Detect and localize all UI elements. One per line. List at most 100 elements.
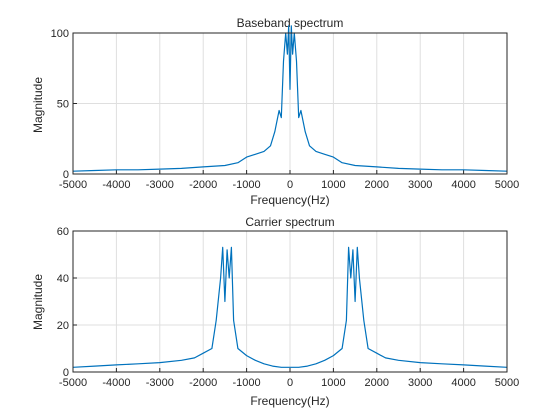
- carrier-data-point: [289, 367, 290, 368]
- carrier-data-point: [357, 247, 358, 248]
- baseband-data-point: [376, 166, 377, 167]
- carrier-data-point: [398, 360, 399, 361]
- carrier-data-point: [315, 363, 316, 364]
- carrier-data-point: [385, 357, 386, 358]
- baseband-xtick-label: -5000: [59, 179, 87, 191]
- carrier-data-point: [138, 363, 139, 364]
- carrier-data-point: [233, 320, 234, 321]
- carrier-xtick-label: 1000: [321, 377, 345, 389]
- carrier-data-point: [376, 353, 377, 354]
- baseband-data-point: [263, 151, 264, 152]
- baseband-data-point: [398, 168, 399, 169]
- carrier-data-point: [227, 249, 228, 250]
- baseband-data-point: [138, 169, 139, 170]
- baseband-data-point: [94, 170, 95, 171]
- carrier-data-point: [350, 277, 351, 278]
- baseband-xtick-label: -1000: [233, 179, 261, 191]
- carrier-data-point: [229, 277, 230, 278]
- carrier-data-point: [211, 348, 212, 349]
- carrier-data-point: [194, 357, 195, 358]
- carrier-xtick-label: 4000: [451, 377, 475, 389]
- carrier-xtick-label: -2000: [189, 377, 217, 389]
- baseband-data-point: [289, 89, 290, 90]
- carrier-data-point: [346, 320, 347, 321]
- baseband-data-point: [342, 162, 343, 163]
- baseband-data-point: [324, 154, 325, 155]
- carrier-ylabel: Magnitude: [31, 274, 45, 330]
- baseband-xtick-label: 0: [287, 179, 293, 191]
- baseband-data-point: [159, 169, 160, 170]
- baseband-data-point: [224, 165, 225, 166]
- carrier-data-point: [368, 348, 369, 349]
- baseband-data-point: [305, 131, 306, 132]
- baseband-data-point: [274, 131, 275, 132]
- baseband-data-point: [441, 169, 442, 170]
- baseband-data-point: [291, 25, 292, 26]
- carrier-ytick-label: 20: [57, 320, 69, 332]
- carrier-xtick-label: -1000: [233, 377, 261, 389]
- carrier-data-point: [342, 348, 343, 349]
- baseband-data-point: [116, 169, 117, 170]
- baseband-xtick-label: 1000: [321, 179, 345, 191]
- baseband-data-point: [287, 54, 288, 55]
- baseband-ytick-label: 100: [51, 28, 69, 40]
- baseband-data-point: [296, 61, 297, 62]
- carrier-xtick-label: 3000: [408, 377, 432, 389]
- carrier-ytick-label: 40: [57, 273, 69, 285]
- baseband-data-point: [279, 110, 280, 111]
- baseband-data-point: [181, 168, 182, 169]
- carrier-data-point: [485, 366, 486, 367]
- carrier-data-point: [298, 367, 299, 368]
- carrier-data-point: [116, 364, 117, 365]
- carrier-data-point: [352, 249, 353, 250]
- carrier-data-point: [181, 360, 182, 361]
- baseband-xlabel: Frequency(Hz): [250, 193, 329, 207]
- baseband-data-point: [309, 145, 310, 146]
- carrier-data-point: [222, 247, 223, 248]
- carrier-data-point: [420, 362, 421, 363]
- carrier-data-point: [441, 363, 442, 364]
- baseband-data-point: [246, 157, 247, 158]
- carrier-xtick-label: -3000: [146, 377, 174, 389]
- baseband-data-point: [288, 25, 289, 26]
- baseband-data-point: [298, 117, 299, 118]
- carrier-data-point: [216, 320, 217, 321]
- carrier-data-point: [231, 247, 232, 248]
- baseband-data-point: [463, 169, 464, 170]
- carrier-data-point: [355, 301, 356, 302]
- carrier-data-point: [224, 301, 225, 302]
- carrier-title: Carrier spectrum: [245, 215, 334, 229]
- baseband-ylabel: Magnitude: [31, 77, 45, 133]
- baseband-data-point: [355, 165, 356, 166]
- carrier-data-point: [203, 353, 204, 354]
- baseband-data-point: [237, 162, 238, 163]
- carrier-data-point: [307, 366, 308, 367]
- carrier-xtick-label: -4000: [102, 377, 130, 389]
- baseband-data-point: [281, 117, 282, 118]
- carrier-xlabel: Frequency(Hz): [250, 394, 329, 408]
- carrier-data-point: [281, 367, 282, 368]
- baseband-xtick-label: 3000: [408, 179, 432, 191]
- baseband-xtick-label: 4000: [451, 179, 475, 191]
- carrier-data-point: [220, 277, 221, 278]
- baseband-data-point: [203, 166, 204, 167]
- carrier-data-point: [263, 363, 264, 364]
- baseband-xtick-label: 2000: [365, 179, 389, 191]
- carrier-data-point: [333, 355, 334, 356]
- baseband-title: Baseband spectrum: [237, 16, 344, 30]
- baseband-xtick-label: -4000: [102, 179, 130, 191]
- baseband-xtick-label: -3000: [146, 179, 174, 191]
- carrier-data-point: [94, 366, 95, 367]
- carrier-data-point: [463, 364, 464, 365]
- carrier-axes: Carrier spectrum Magnitude Frequency(Hz)…: [31, 215, 519, 408]
- baseband-data-point: [420, 169, 421, 170]
- baseband-data-point: [270, 145, 271, 146]
- carrier-data-point: [272, 366, 273, 367]
- baseband-axes: Baseband spectrum Magnitude Frequency(Hz…: [31, 16, 519, 207]
- baseband-axes-box: [72, 32, 508, 175]
- baseband-data-point: [255, 154, 256, 155]
- carrier-ytick-label: 60: [57, 226, 69, 238]
- baseband-data-point: [315, 151, 316, 152]
- baseband-data-point: [283, 61, 284, 62]
